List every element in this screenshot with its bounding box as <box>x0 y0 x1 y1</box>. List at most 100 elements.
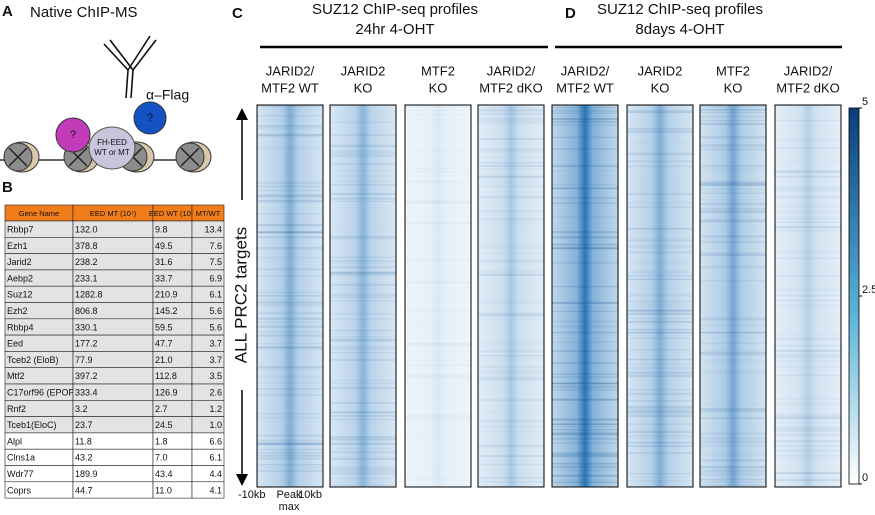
heatmap-stripe <box>627 227 693 230</box>
heatmap-stripe <box>257 457 323 460</box>
cell-text: 11.0 <box>155 485 172 495</box>
column-header: JARID2 <box>341 63 386 78</box>
heatmap-stripe <box>700 108 766 111</box>
heatmap-stripe <box>552 423 618 426</box>
heatmap-stripe <box>330 477 396 478</box>
cell-text: Tceb2 (EloB) <box>7 355 59 365</box>
heatmap-stripe <box>552 384 618 387</box>
panel-label: C <box>232 5 243 22</box>
cell-text: 4.4 <box>209 469 222 479</box>
heatmap-frame <box>256 104 324 488</box>
heatmap-stripe <box>330 180 396 182</box>
heatmap-stripe <box>775 218 841 220</box>
heatmap-stripe <box>700 351 766 353</box>
heatmap-stripe <box>700 168 766 170</box>
heatmap-stripe <box>552 197 618 199</box>
heatmap-stripe <box>627 306 693 307</box>
heatmap-stripe <box>478 476 544 479</box>
heatmap-stripe <box>552 202 618 205</box>
heatmap-stripe <box>405 249 471 250</box>
heatmap-stripe <box>700 190 766 191</box>
panel-title: SUZ12 ChIP-seq profiles <box>312 1 478 18</box>
cell-text: 1.0 <box>209 420 222 430</box>
heatmap-stripe <box>627 183 693 185</box>
heatmap-stripe <box>700 418 766 419</box>
heatmap-stripe <box>700 469 766 472</box>
cell-text: 1.2 <box>209 404 222 414</box>
heatmap-stripe <box>552 398 618 400</box>
heatmap-stripe <box>627 431 693 433</box>
heatmap-stripe <box>478 218 544 221</box>
heatmap-stripe <box>627 238 693 239</box>
heatmap-stripe <box>330 469 396 472</box>
heatmap-stripe <box>330 386 396 390</box>
heatmap-stripe <box>627 193 693 196</box>
column-header: MTF2 <box>421 63 455 78</box>
heatmap-stripe <box>552 261 618 265</box>
heatmap-stripe <box>700 188 766 190</box>
heatmap-stripe <box>700 192 766 194</box>
heatmap-stripe <box>478 244 544 246</box>
heatmap-stripe <box>330 359 396 361</box>
heatmap-stripe <box>330 438 396 440</box>
heatmap-stripe <box>775 175 841 178</box>
antibody <box>103 35 157 99</box>
cell-text: Ezh1 <box>7 241 28 251</box>
heatmap-stripe <box>405 309 471 311</box>
colorbar-tick-label: 5 <box>862 96 868 108</box>
heatmap-stripe <box>330 294 396 296</box>
heatmap-stripe <box>552 183 618 186</box>
heatmap-stripe <box>552 437 618 440</box>
heatmap-stripe <box>552 216 618 218</box>
heatmap-stripe <box>405 240 471 241</box>
heatmap-stripe <box>552 468 618 470</box>
heatmap-stripe <box>257 194 323 197</box>
column-header: JARID2/ <box>784 63 833 78</box>
heatmap-stripe <box>775 230 841 232</box>
heatmap-stripe <box>257 346 323 349</box>
cell-text: 5.6 <box>209 322 222 332</box>
column-header: MTF2 dKO <box>776 80 840 95</box>
cell-text: 210.9 <box>155 290 178 300</box>
heatmap-stripe <box>405 403 471 405</box>
cell-text: 330.1 <box>75 322 98 332</box>
heatmap-stripe <box>478 260 544 263</box>
column-header: MTF2 WT <box>261 80 319 95</box>
heatmap-stripe <box>700 146 766 148</box>
heatmap-stripe <box>775 257 841 259</box>
cell-text: Aebp2 <box>7 273 33 283</box>
heatmap-stripe <box>552 481 618 484</box>
heatmap-frame <box>477 104 545 488</box>
heatmap-stripe <box>257 312 323 315</box>
heatmap-stripe <box>478 318 544 320</box>
heatmap-stripe <box>700 235 766 238</box>
heatmap-stripe <box>257 342 323 345</box>
heatmap-stripe <box>552 236 618 239</box>
heatmap-stripe <box>330 300 396 302</box>
heatmap-stripe <box>257 299 323 301</box>
heatmap-stripe <box>552 362 618 365</box>
heatmap-stripe <box>478 148 544 151</box>
cell-text: 24.5 <box>155 420 173 430</box>
heatmap-stripe <box>552 107 618 109</box>
heatmap-stripe <box>405 106 471 108</box>
heatmap-stripe <box>700 105 766 108</box>
heatmap-stripe <box>627 480 693 482</box>
heatmap-stripe <box>330 134 396 136</box>
heatmap-stripe <box>478 196 544 199</box>
heatmap-stripe <box>552 302 618 304</box>
heatmap-stripe <box>627 130 693 134</box>
heatmap-stripe <box>700 136 766 139</box>
heatmap-stripe <box>552 231 618 234</box>
heatmap-stripe <box>552 310 618 312</box>
heatmap-stripe <box>257 200 323 203</box>
heatmap-stripe <box>552 429 618 431</box>
heatmap-stripe <box>552 120 618 123</box>
heatmap-stripe <box>257 236 323 239</box>
heatmap-frame <box>329 104 397 488</box>
heatmap-stripe <box>775 366 841 368</box>
heatmap-stripe <box>775 305 841 307</box>
heatmap-stripe <box>405 109 471 111</box>
heatmap-stripe <box>700 123 766 126</box>
column-header: KO <box>651 80 670 95</box>
